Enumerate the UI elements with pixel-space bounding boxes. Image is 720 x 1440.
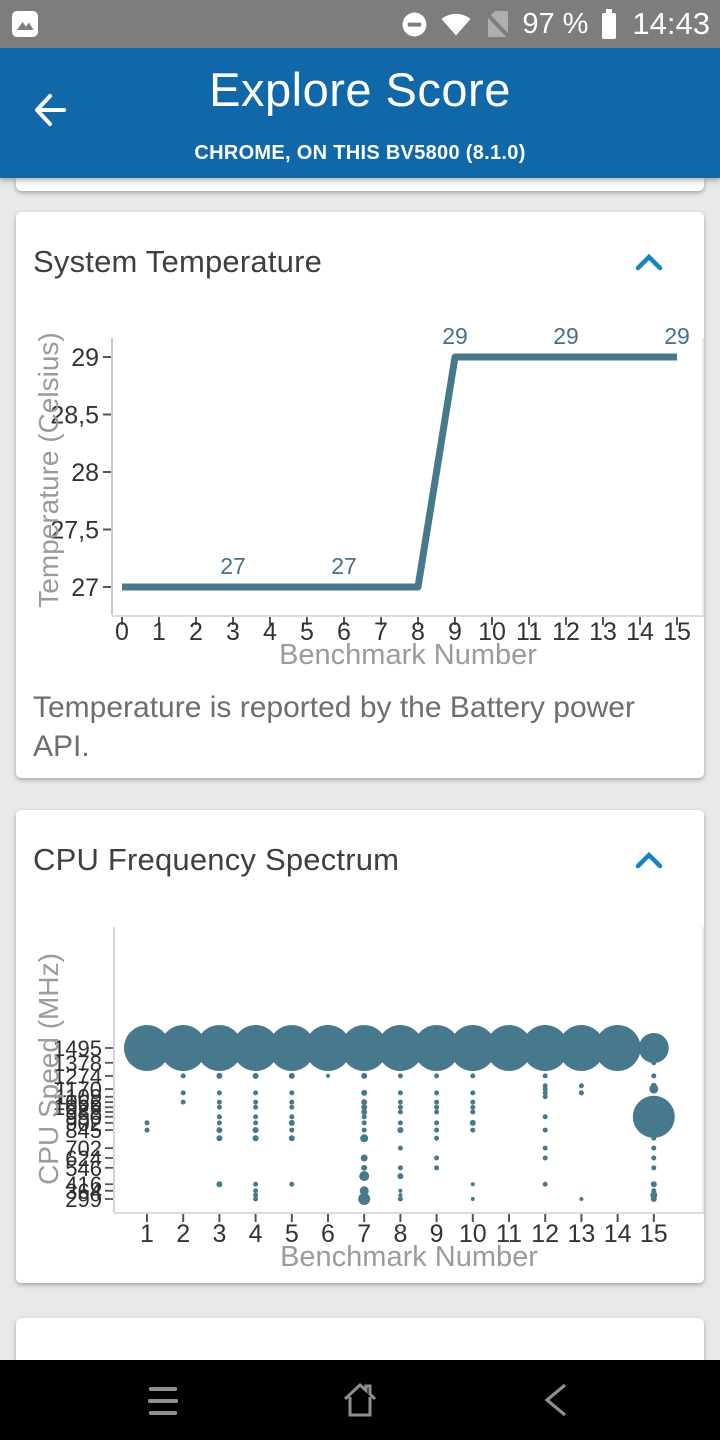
page-subtitle: CHROME, ON THIS BV5800 (8.1.0) [194, 142, 526, 164]
svg-text:12: 12 [552, 618, 580, 646]
svg-text:27,5: 27,5 [50, 517, 99, 545]
cpu-frequency-spectrum-card: CPU Frequency Spectrum 1495 1378 1274 1170 1… [16, 810, 704, 1283]
svg-text:29: 29 [71, 344, 99, 372]
svg-text:13: 13 [589, 618, 617, 646]
svg-text:27: 27 [71, 574, 99, 602]
svg-text:988: 988 [65, 1100, 102, 1125]
home-icon[interactable] [342, 1381, 378, 1419]
svg-text:9: 9 [448, 618, 462, 646]
svg-text:7: 7 [357, 1220, 371, 1248]
page-title: Explore Score [209, 63, 511, 116]
svg-text:702: 702 [65, 1136, 102, 1161]
svg-text:1378: 1378 [53, 1051, 102, 1076]
svg-text:5: 5 [285, 1220, 299, 1248]
svg-text:8: 8 [411, 618, 425, 646]
svg-text:13: 13 [567, 1220, 595, 1248]
svg-text:0: 0 [115, 618, 129, 646]
svg-text:950: 950 [65, 1105, 102, 1130]
back-icon[interactable] [539, 1381, 575, 1419]
collapse-chevron-up-icon[interactable] [634, 850, 664, 870]
svg-text:10: 10 [459, 1220, 487, 1248]
svg-text:845: 845 [65, 1118, 102, 1143]
svg-text:27: 27 [331, 553, 357, 579]
system-temperature-card: System Temperature 29 28,5 28 27,5 27 0 1 2 3 4 5 6… [16, 212, 704, 778]
back-arrow-icon[interactable] [26, 88, 70, 132]
svg-text:29: 29 [442, 323, 468, 349]
svg-text:546: 546 [65, 1156, 102, 1181]
svg-text:Benchmark Number: Benchmark Number [280, 1241, 538, 1273]
svg-text:Temperature (Celsius): Temperature (Celsius) [33, 332, 64, 607]
svg-text:28: 28 [71, 459, 99, 487]
svg-text:1066: 1066 [53, 1090, 102, 1115]
svg-text:29: 29 [553, 323, 579, 349]
cpu-frequency-bubble-chart: 1495137812741170110910661026988950902845… [33, 927, 704, 1273]
svg-text:3: 3 [226, 618, 240, 646]
svg-text:6: 6 [321, 1220, 335, 1248]
card-title-cpu-frequency: CPU Frequency Spectrum [33, 842, 400, 877]
svg-text:11: 11 [496, 1220, 522, 1248]
svg-text:5: 5 [300, 618, 314, 646]
svg-text:28,5: 28,5 [50, 402, 99, 430]
svg-text:624: 624 [65, 1146, 102, 1171]
svg-text:1274: 1274 [53, 1064, 102, 1089]
wifi-icon [441, 13, 471, 36]
svg-text:15: 15 [663, 618, 691, 646]
svg-text:12: 12 [531, 1220, 559, 1248]
svg-text:416: 416 [65, 1172, 102, 1197]
svg-text:1026: 1026 [53, 1095, 102, 1120]
svg-text:14: 14 [604, 1220, 632, 1248]
svg-text:1: 1 [140, 1220, 154, 1248]
svg-text:14: 14 [626, 618, 654, 646]
svg-text:1495: 1495 [53, 1036, 102, 1061]
svg-text:4: 4 [263, 618, 277, 646]
previous-card-edge [16, 178, 704, 191]
photo-notification-icon [12, 11, 38, 37]
svg-text:8: 8 [393, 1220, 407, 1248]
svg-text:2: 2 [176, 1220, 190, 1248]
svg-text:27: 27 [220, 553, 246, 579]
svg-text:6: 6 [337, 618, 351, 646]
svg-text:11: 11 [516, 618, 542, 646]
svg-text:1170: 1170 [55, 1077, 102, 1102]
status-bar-right: 97 % 14:43 [401, 6, 710, 42]
svg-text:1109: 1109 [55, 1085, 102, 1110]
temperature-description: Temperature is reported by the Battery p… [33, 691, 635, 763]
svg-text:364: 364 [65, 1179, 102, 1204]
no-sim-icon [485, 11, 511, 39]
svg-text:4: 4 [249, 1220, 263, 1248]
status-bar: 97 % 14:43 [0, 0, 720, 48]
svg-text:7: 7 [374, 618, 388, 646]
battery-percent: 97 % [522, 7, 589, 40]
app-bar: Explore Score CHROME, ON THIS BV5800 (8.… [0, 48, 720, 178]
svg-text:CPU Speed (MHz): CPU Speed (MHz) [33, 953, 64, 1185]
svg-text:29: 29 [664, 323, 690, 349]
clock: 14:43 [632, 6, 710, 41]
do-not-disturb-icon [402, 12, 427, 36]
svg-text:3: 3 [212, 1220, 226, 1248]
svg-text:2: 2 [189, 618, 203, 646]
svg-text:299: 299 [65, 1187, 102, 1212]
svg-text:Benchmark Number: Benchmark Number [279, 639, 537, 671]
card-title-system-temperature: System Temperature [33, 244, 323, 279]
collapse-chevron-up-icon[interactable] [634, 252, 664, 272]
svg-text:1: 1 [152, 618, 166, 646]
svg-text:9: 9 [430, 1220, 444, 1248]
navigation-bar [0, 1360, 720, 1440]
battery-icon [602, 9, 617, 39]
recent-apps-icon[interactable] [145, 1381, 181, 1419]
svg-text:15: 15 [640, 1220, 668, 1248]
svg-text:902: 902 [65, 1111, 102, 1136]
svg-text:10: 10 [478, 618, 506, 646]
